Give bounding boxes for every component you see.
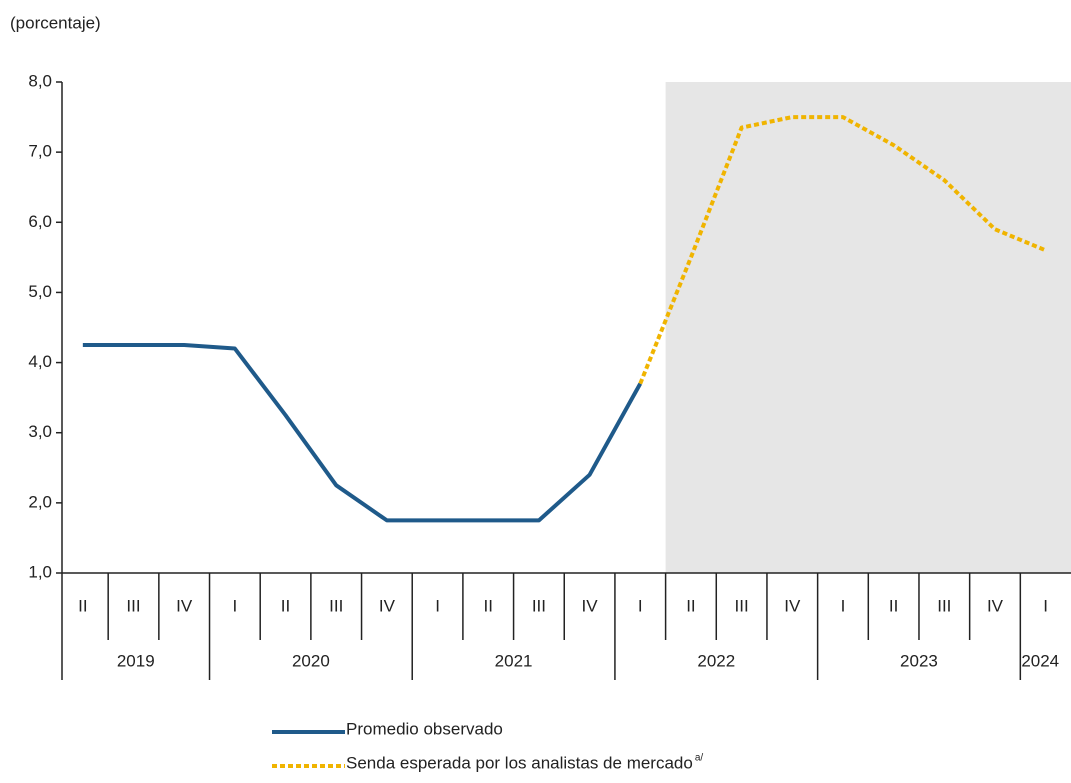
y-tick-label: 3,0 bbox=[28, 422, 52, 441]
x-tick-label: I bbox=[1043, 596, 1048, 615]
y-tick-label: 4,0 bbox=[28, 352, 52, 371]
x-tick-label: II bbox=[78, 596, 87, 615]
x-tick-label: II bbox=[889, 596, 898, 615]
x-tick-label: III bbox=[937, 596, 951, 615]
y-tick-label: 5,0 bbox=[28, 282, 52, 301]
x-tick-label: III bbox=[735, 596, 749, 615]
year-label: 2024 bbox=[1021, 651, 1059, 670]
year-label: 2021 bbox=[495, 651, 533, 670]
y-tick-label: 8,0 bbox=[28, 71, 52, 90]
chart-subtitle: (porcentaje) bbox=[10, 13, 101, 32]
series-line bbox=[82, 343, 643, 523]
x-tick-label: III bbox=[329, 596, 343, 615]
x-tick-label: IV bbox=[987, 596, 1004, 615]
x-tick-label: II bbox=[484, 596, 493, 615]
x-tick-label: IV bbox=[582, 596, 599, 615]
x-tick-label: I bbox=[638, 596, 643, 615]
x-tick-label: IV bbox=[784, 596, 801, 615]
year-label: 2022 bbox=[697, 651, 735, 670]
x-tick-label: I bbox=[435, 596, 440, 615]
x-tick-label: III bbox=[532, 596, 546, 615]
y-tick-label: 1,0 bbox=[28, 562, 52, 581]
x-tick-label: IV bbox=[379, 596, 396, 615]
series-line bbox=[638, 115, 1047, 385]
x-tick-label: II bbox=[281, 596, 290, 615]
x-tick-label: IV bbox=[176, 596, 193, 615]
x-tick-label: III bbox=[126, 596, 140, 615]
x-tick-label: II bbox=[686, 596, 695, 615]
legend-note: a/ bbox=[695, 753, 704, 764]
legend-label: Promedio observado bbox=[346, 719, 503, 738]
legend-label: Senda esperada por los analistas de merc… bbox=[346, 753, 693, 772]
year-label: 2023 bbox=[900, 651, 938, 670]
forecast-shade bbox=[665, 82, 1071, 573]
year-label: 2019 bbox=[117, 651, 155, 670]
x-tick-label: I bbox=[841, 596, 846, 615]
year-label: 2020 bbox=[292, 651, 330, 670]
y-tick-label: 6,0 bbox=[28, 212, 52, 231]
y-tick-label: 7,0 bbox=[28, 142, 52, 161]
y-tick-label: 2,0 bbox=[28, 492, 52, 511]
x-tick-label: I bbox=[232, 596, 237, 615]
